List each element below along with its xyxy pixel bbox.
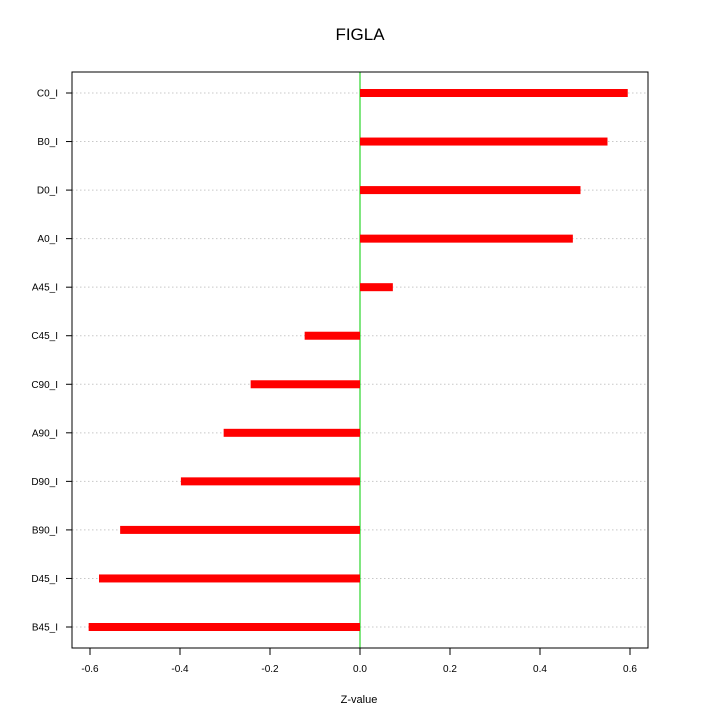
chart-title: FIGLA [335,25,385,44]
y-tick-label: B45_I [32,623,58,634]
x-tick-label: 0.2 [443,664,457,675]
y-tick-label: D45_I [31,574,58,585]
bar-A0_I [360,234,573,243]
bar-D0_I [360,186,581,195]
x-tick-label: 0.4 [533,664,547,675]
y-tick-label: A45_I [32,283,58,294]
bars [88,89,628,631]
bar-D90_I [180,477,360,486]
bar-B90_I [120,525,361,534]
x-tick-label: 0.6 [623,664,637,675]
bar-C0_I [360,89,628,97]
bar-B45_I [88,623,361,631]
bar-A45_I [360,283,393,292]
x-axis: -0.6 -0.4 -0.2 0.0 0.2 0.4 0.6 [81,648,637,675]
x-tick-label: -0.4 [171,664,189,675]
y-tick-label: B0_I [37,137,58,148]
y-tick-label: A0_I [37,234,58,245]
x-tick-label: -0.2 [261,664,279,675]
bar-C90_I [250,380,360,389]
bar-B0_I [360,137,608,146]
y-tick-label: C45_I [31,331,58,342]
y-axis: C0_I B0_I D0_I A0_I A45_I C45_I C90_I A90_I D90_… [31,89,72,634]
bar-C45_I [304,331,360,340]
x-tick-label: -0.6 [81,664,99,675]
y-tick-label: C90_I [31,380,58,391]
bar-D45_I [99,574,360,583]
y-tick-label: A90_I [32,428,58,439]
y-tick-label: C0_I [37,89,58,100]
bar-A90_I [223,428,360,437]
x-axis-label: Z-value [341,694,378,706]
y-tick-label: D0_I [37,186,58,197]
x-tick-label: 0.0 [353,664,367,675]
y-tick-label: B90_I [32,525,58,536]
y-tick-label: D90_I [31,477,58,488]
